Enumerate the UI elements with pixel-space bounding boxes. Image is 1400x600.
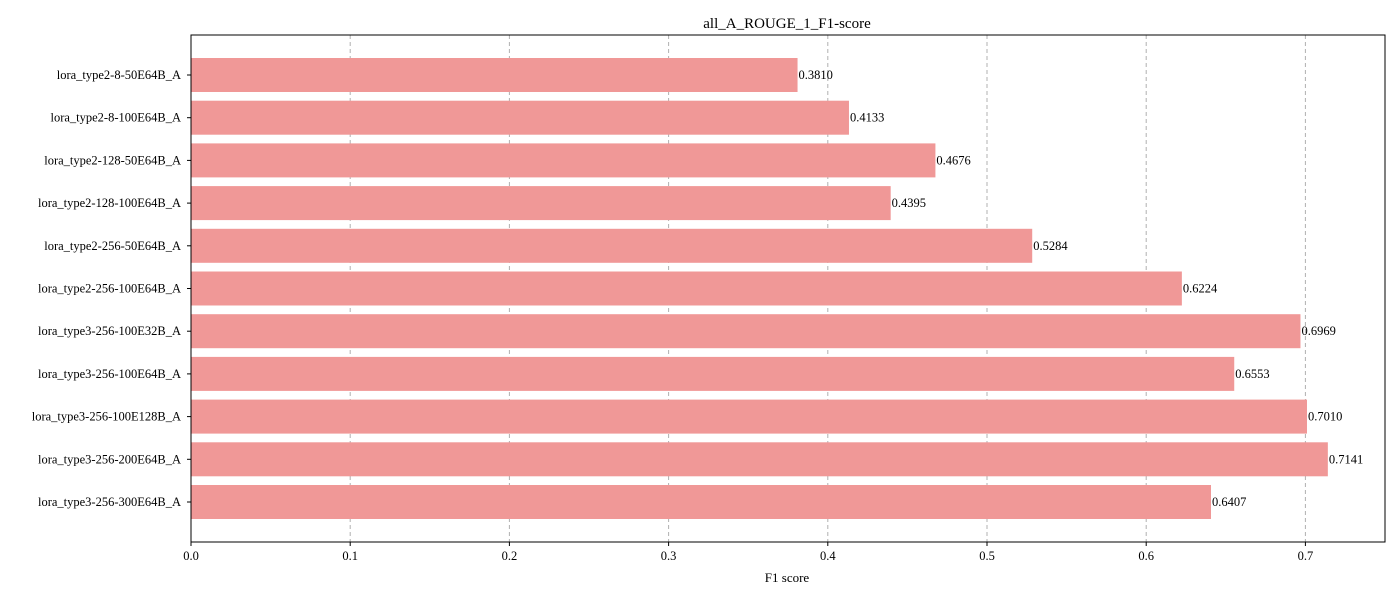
x-tick-label: 0.3	[661, 549, 677, 563]
bar-value-label: 0.7141	[1329, 452, 1363, 466]
bar-value-label: 0.6224	[1183, 282, 1218, 296]
category-label: lora_type2-128-50E64B_A	[44, 153, 181, 167]
category-label: lora_type3-256-100E32B_A	[38, 324, 181, 338]
bar	[191, 485, 1211, 519]
x-tick-label: 0.0	[183, 549, 199, 563]
bar	[191, 442, 1328, 477]
bar-value-label: 0.6553	[1235, 367, 1269, 381]
x-tick-label: 0.4	[820, 549, 836, 563]
category-label: lora_type2-256-100E64B_A	[38, 282, 181, 296]
category-label: lora_type2-128-100E64B_A	[38, 196, 181, 210]
x-axis-label: F1 score	[765, 570, 810, 585]
x-tick-label: 0.2	[502, 549, 518, 563]
bars	[191, 58, 1328, 519]
x-axis-ticks: 0.0 0.1 0.2 0.3 0.4 0.5 0.6 0.7	[183, 542, 1313, 563]
category-label: lora_type3-256-100E128B_A	[32, 410, 181, 424]
bar	[191, 228, 1033, 263]
category-label: lora_type2-8-100E64B_A	[50, 111, 181, 125]
category-label: lora_type2-256-50E64B_A	[44, 239, 181, 253]
bar	[191, 186, 891, 221]
bar-value-label: 0.5284	[1033, 239, 1068, 253]
bar	[191, 143, 936, 178]
chart-title: all_A_ROUGE_1_F1-score	[703, 16, 871, 32]
bar-value-label: 0.6969	[1301, 324, 1335, 338]
bar-value-label: 0.3810	[799, 68, 833, 82]
bar	[191, 399, 1307, 434]
data-labels: 0.3810 0.4133 0.4676 0.4395 0.5284 0.6224 0.69…	[799, 68, 1364, 509]
bar	[191, 314, 1301, 349]
bar-value-label: 0.7010	[1308, 410, 1342, 424]
x-tick-label: 0.6	[1138, 549, 1154, 563]
x-tick-label: 0.5	[979, 549, 995, 563]
category-labels: lora_type2-8-50E64B_A lora_type2-8-100E64…	[32, 68, 191, 509]
bar	[191, 100, 849, 135]
bar-value-label: 0.4133	[850, 111, 884, 125]
category-label: lora_type3-256-200E64B_A	[38, 452, 181, 466]
bar	[191, 356, 1235, 391]
category-label: lora_type2-8-50E64B_A	[57, 68, 181, 82]
x-tick-label: 0.7	[1298, 549, 1314, 563]
category-label: lora_type3-256-300E64B_A	[38, 495, 181, 509]
bar-value-label: 0.4395	[892, 196, 926, 210]
bar-value-label: 0.4676	[936, 153, 970, 167]
bar	[191, 58, 798, 92]
x-tick-label: 0.1	[342, 549, 358, 563]
category-label: lora_type3-256-100E64B_A	[38, 367, 181, 381]
plot-frame	[190, 34, 1386, 543]
bar	[191, 271, 1182, 306]
bar-value-label: 0.6407	[1212, 495, 1246, 509]
